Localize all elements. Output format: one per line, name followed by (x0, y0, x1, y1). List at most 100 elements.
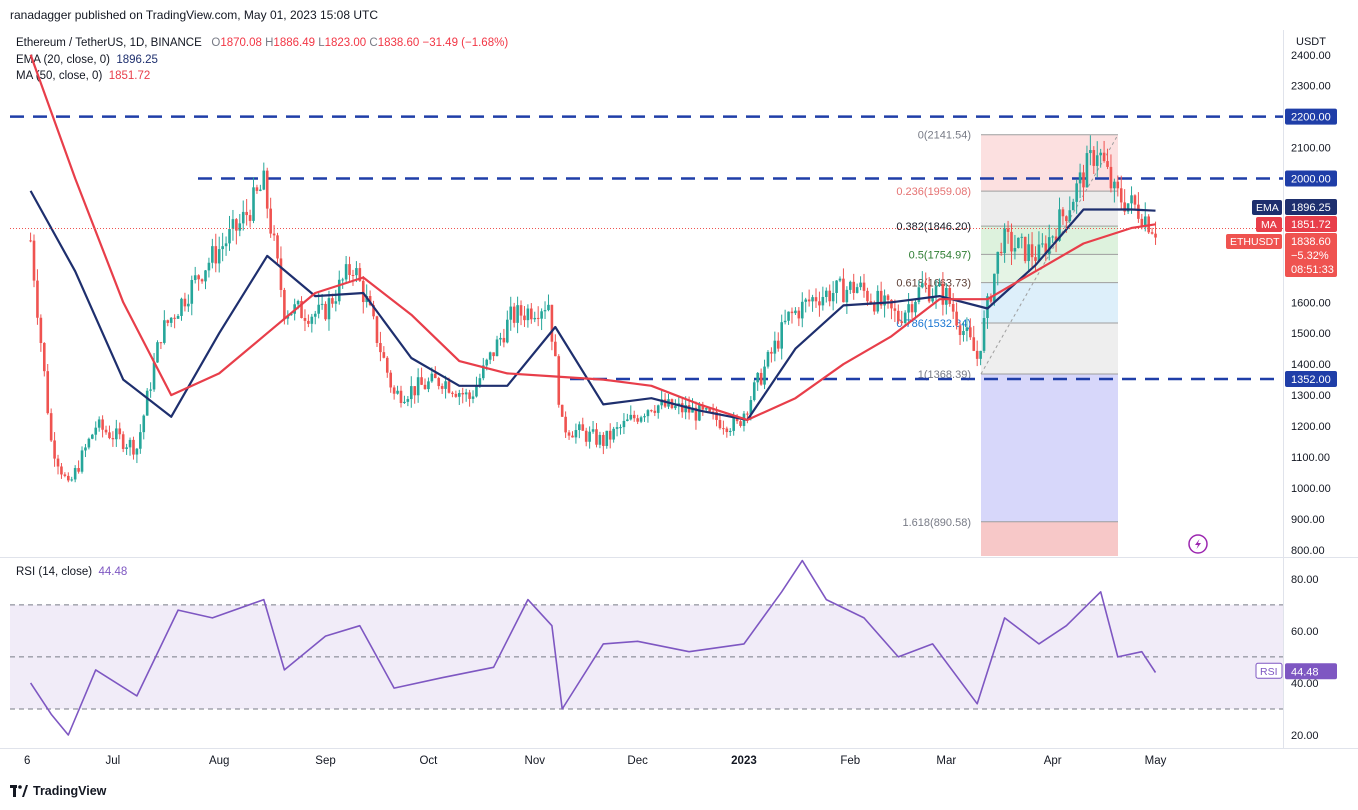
symbol-name-tag: ETHUSDT (1230, 236, 1280, 248)
candle-body (879, 290, 883, 306)
candle-body (128, 439, 132, 448)
candle-body (989, 296, 993, 302)
x-tick-label: May (1145, 755, 1167, 767)
candle-body (207, 262, 211, 271)
candle-body (1109, 166, 1113, 189)
candle-body (1054, 236, 1058, 241)
candle-body (108, 432, 111, 439)
candle-body (512, 306, 516, 323)
candle-body (862, 282, 866, 291)
candle-body (783, 320, 787, 323)
candle-body (1102, 152, 1106, 162)
symbol-name-tag-bg (1226, 234, 1282, 249)
candle-body (979, 350, 982, 359)
candle-body (447, 381, 451, 393)
open-value: 1870.08 (220, 37, 262, 49)
candle-body (921, 283, 924, 288)
candle-body (1116, 181, 1120, 189)
y-tick-label: 2100.00 (1291, 143, 1331, 155)
candle-body (358, 268, 362, 281)
open-label: O (211, 37, 221, 49)
candle-body (759, 372, 763, 385)
candle-body (581, 424, 585, 431)
candle-body (145, 390, 149, 416)
candle-body (262, 170, 266, 190)
y-tick-label: 1600.00 (1291, 297, 1331, 309)
level-price-tag-bg (1285, 108, 1337, 125)
candle-body (660, 399, 663, 406)
candle-body (457, 393, 461, 397)
candle-body (502, 337, 506, 343)
candle-body (574, 430, 578, 438)
candle-body (121, 434, 125, 449)
candle-body (739, 421, 742, 426)
y-tick-label: 900.00 (1291, 514, 1325, 526)
candle-body (848, 281, 852, 290)
y-axis-unit: USDT (1296, 36, 1326, 48)
candle-body (622, 420, 626, 428)
fib-level-label: 1(1368.39) (918, 369, 971, 381)
candle-body (958, 325, 962, 336)
ema-legend-row[interactable]: EMA (20, close, 0) 1896.25 (16, 52, 508, 69)
candle-body (211, 246, 214, 263)
candle-body (39, 317, 43, 343)
candle-body (1068, 210, 1072, 222)
candle-body (60, 466, 63, 475)
candle-body (283, 289, 286, 319)
candle-body (231, 219, 235, 229)
candle-body (1030, 244, 1034, 258)
candle-body (643, 416, 646, 418)
candle-body (139, 432, 142, 449)
candle-body (67, 475, 70, 481)
candle-body (842, 278, 845, 303)
symbol-name[interactable]: Ethereum / TetherUS, 1D, BINANCE (16, 37, 202, 49)
candle-body (619, 427, 622, 429)
y-tick-label: 1300.00 (1291, 390, 1331, 402)
candle-body (485, 359, 489, 366)
candle-body (711, 411, 715, 413)
candle-body (691, 407, 694, 413)
rsi-name-tag-bg (1255, 662, 1283, 679)
candle-body (698, 404, 701, 421)
footer-brand[interactable]: TradingView (10, 784, 106, 798)
candle-body (509, 306, 513, 320)
candle-body (1099, 152, 1102, 156)
candle-body (1023, 236, 1027, 262)
candle-body (766, 351, 770, 367)
candle-body (1082, 172, 1085, 188)
candle-body (982, 317, 986, 351)
candle-body (132, 439, 135, 455)
candle-body (327, 298, 331, 320)
candle-body (214, 246, 218, 264)
candle-body (506, 319, 509, 343)
candle-body (163, 320, 166, 343)
candle-body (927, 284, 931, 302)
candle-body (735, 417, 739, 422)
candle-body (746, 413, 749, 415)
candle-body (756, 372, 759, 383)
candle-body (595, 429, 598, 445)
candle-body (951, 303, 955, 312)
candle-body (728, 430, 732, 433)
fibonacci-retracement: 0(2141.54) 0.236(1959.08) 0.382(1846.20) 0.… (896, 130, 1119, 556)
candle-body (135, 448, 139, 455)
candle-body (883, 295, 886, 306)
fib-level-label: 0.786(1532.84) (896, 318, 971, 330)
candle-body (519, 305, 523, 316)
candle-body (674, 405, 677, 409)
fib-level-label: 0.382(1846.20) (896, 221, 971, 233)
candle-body (636, 418, 639, 422)
candle-body (317, 304, 320, 314)
candle-body (1051, 236, 1054, 238)
candle-body (430, 373, 434, 382)
candle-body (197, 275, 200, 280)
x-tick-label: Dec (627, 755, 648, 767)
y-tick-label: 1400.00 (1291, 359, 1331, 371)
candle-body (821, 296, 825, 306)
lightning-icon[interactable] (1188, 534, 1208, 554)
rsi-legend[interactable]: RSI (14, close) 44.48 (16, 566, 127, 578)
candle-body (598, 434, 602, 445)
rsi-name-tag: RSI (1260, 666, 1278, 678)
candle-body (602, 434, 605, 446)
